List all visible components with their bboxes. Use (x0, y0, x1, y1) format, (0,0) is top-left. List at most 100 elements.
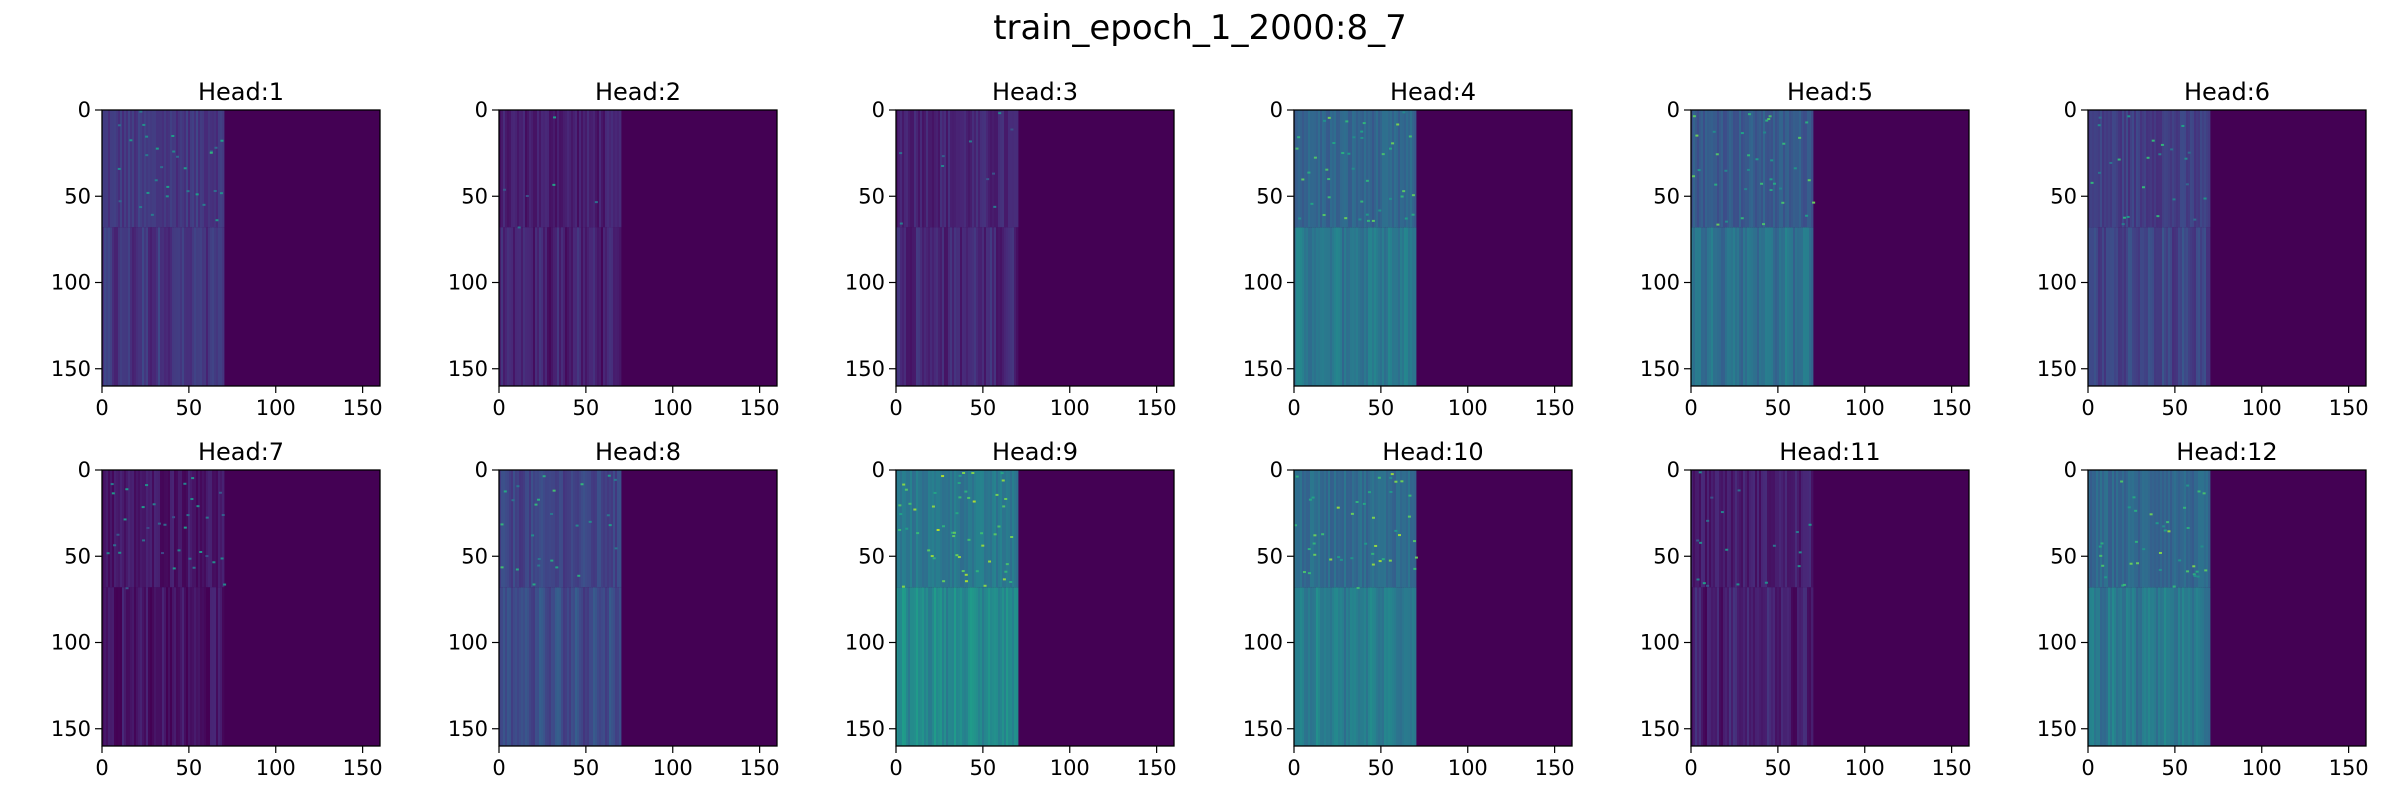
heatmap-cell-speckle (1692, 115, 1696, 118)
x-tick-label: 150 (1932, 396, 1972, 420)
heatmap-cell-column-top (559, 470, 562, 588)
heatmap-cell-speckle (190, 498, 194, 501)
heatmap-cell-column-bottom (2202, 587, 2205, 746)
heatmap-cell-column-top (1300, 470, 1303, 588)
heatmap-cell-column-top (1721, 110, 1724, 228)
heatmap-cell-column-top (1753, 470, 1756, 588)
x-tick-label: 150 (740, 396, 780, 420)
heatmap-cell-column-top (1725, 110, 1728, 228)
heatmap-cell-column-bottom (2126, 227, 2129, 386)
heatmap-cell-column-top (547, 110, 550, 228)
heatmap-cell-column-bottom (525, 227, 528, 386)
heatmap-cell-column-bottom (1320, 587, 1323, 746)
heatmap-cell-column-bottom (1014, 227, 1017, 386)
heatmap-cell-column-bottom (134, 587, 137, 746)
heatmap-cell-column-top (565, 110, 568, 228)
heatmap-cell-column-bottom (505, 587, 508, 746)
heatmap-cell-column-top (120, 110, 123, 228)
heatmap-cell-column-top (178, 470, 181, 588)
heatmap-cell-column-top (1294, 470, 1297, 588)
heatmap-cell-column-top (545, 470, 548, 588)
heatmap-cell-column-bottom (1398, 587, 1401, 746)
heatmap-cell-column-bottom (108, 587, 111, 746)
heatmap-cell-column-bottom (617, 587, 620, 746)
heatmap-cell-column-top (1741, 110, 1744, 228)
heatmap-cell-column-top (992, 470, 995, 588)
heatmap-cell-speckle (2146, 156, 2150, 159)
heatmap-cell-column-bottom (1761, 587, 1764, 746)
heatmap-cell-column-bottom (1807, 227, 1810, 386)
heatmap-cell-column-top (1342, 110, 1345, 228)
heatmap-cell-column-top (940, 470, 943, 588)
heatmap-cell-column-bottom (1769, 227, 1772, 386)
heatmap-cell-column-top (172, 470, 175, 588)
heatmap-cell-column-bottom (1382, 227, 1385, 386)
heatmap-cell-column-bottom (1751, 587, 1754, 746)
heatmap-cell-column-top (1378, 110, 1381, 228)
heatmap-cell-column-top (136, 470, 139, 588)
heatmap-cell-column-bottom (1781, 227, 1784, 386)
heatmap-cell-column-bottom (1000, 587, 1003, 746)
heatmap-cell-speckle (1411, 194, 1415, 197)
heatmap-cell-column-bottom (102, 227, 105, 386)
heatmap-cell-column-bottom (2100, 587, 2103, 746)
axes-frame (1690, 469, 1970, 747)
heatmap-cell-speckle (172, 150, 176, 153)
heatmap-cell-speckle (988, 560, 992, 563)
heatmap-cell-column-bottom (1721, 227, 1724, 386)
heatmap-cell-column-bottom (122, 227, 125, 386)
heatmap-cell-speckle (2185, 183, 2189, 186)
heatmap-cell-column-bottom (950, 227, 953, 386)
heatmap-cell-column-bottom (1384, 227, 1387, 386)
heatmap-cell-column-bottom (144, 587, 147, 746)
heatmap-cell-speckle (577, 574, 581, 577)
heatmap-cell-column-bottom (595, 587, 598, 746)
heatmap-cell-column-bottom (581, 587, 584, 746)
heatmap-cell-column-top (2206, 110, 2209, 228)
y-tick-label: 100 (448, 631, 488, 655)
heatmap-cell-column-top (1408, 110, 1411, 228)
heatmap-cell-column-top (120, 470, 123, 588)
heatmap-cell-column-bottom (1378, 587, 1381, 746)
heatmap-cell-speckle (1698, 471, 1702, 474)
heatmap-cell-column-top (924, 470, 927, 588)
heatmap-cell-speckle (118, 551, 122, 554)
heatmap-cell-speckle (936, 528, 940, 531)
heatmap-cell-speckle (2132, 496, 2136, 499)
heatmap-cell-column-top (1412, 470, 1415, 588)
heatmap-cell-column-bottom (178, 587, 181, 746)
heatmap-cell-column-bottom (108, 227, 111, 386)
x-tick-label: 0 (95, 756, 108, 780)
heatmap-cell-column-bottom (547, 587, 550, 746)
heatmap-cell-column-top (2140, 470, 2143, 588)
heatmap-cell-column-top (1310, 470, 1313, 588)
heatmap-cell-column-bottom (1340, 587, 1343, 746)
heatmap-cell-speckle (575, 524, 579, 527)
heatmap-cell-column-bottom (1368, 587, 1371, 746)
heatmap-cell-column-bottom (1765, 587, 1768, 746)
heatmap-cell-column-top (2108, 470, 2111, 588)
heatmap-cell-column-top (168, 470, 171, 588)
heatmap-cell-column-top (180, 110, 183, 228)
heatmap-cell-column-top (2164, 110, 2167, 228)
heatmap-cell-column-bottom (926, 587, 929, 746)
heatmap-cell-column-bottom (551, 227, 554, 386)
heatmap-cell-column-top (1709, 110, 1712, 228)
heatmap-cell-column-bottom (154, 587, 157, 746)
heatmap-cell-column-bottom (142, 587, 145, 746)
heatmap-cell-column-top (1330, 110, 1333, 228)
heatmap-cell-column-top (1807, 470, 1810, 588)
heatmap-cell-speckle (195, 193, 199, 196)
heatmap-cell-speckle (1365, 179, 1369, 182)
heatmap-cell-column-top (190, 110, 193, 228)
heatmap-cell-column-bottom (1412, 227, 1415, 386)
heatmap-cell-column-bottom (541, 587, 544, 746)
heatmap-cell-speckle (1407, 515, 1411, 518)
heatmap-cell-column-top (198, 110, 201, 228)
heatmap-cell-column-top (601, 110, 604, 228)
heatmap-cell-speckle (983, 584, 987, 587)
heatmap-cell-column-top (2208, 110, 2211, 228)
heatmap-cell-column-top (1721, 470, 1724, 588)
heatmap-cell-column-top (102, 470, 105, 588)
heatmap-cell-speckle (1725, 220, 1729, 223)
